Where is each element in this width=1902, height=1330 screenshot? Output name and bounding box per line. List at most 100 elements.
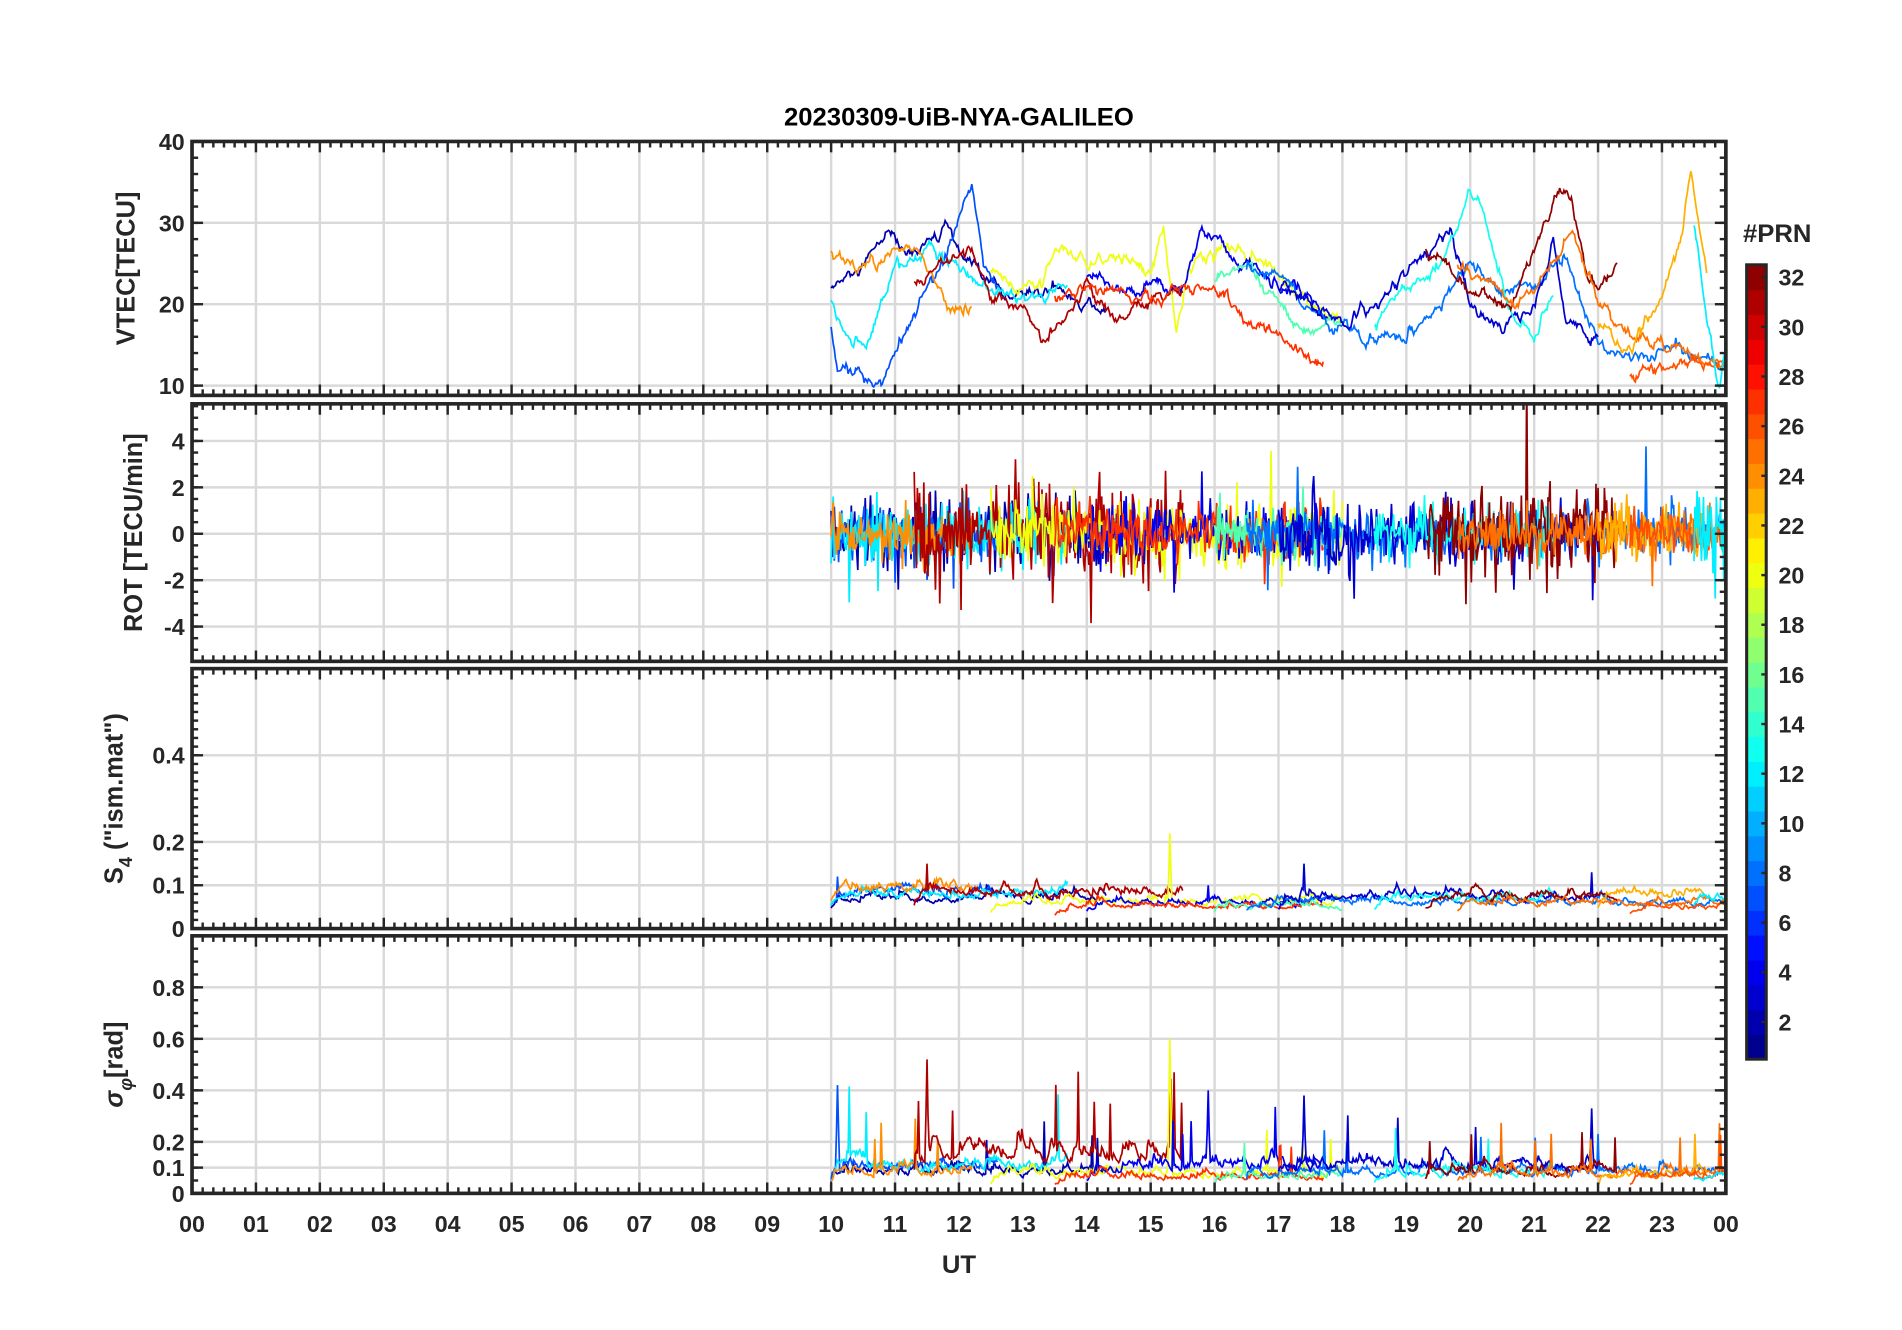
- colorbar-cell: [1746, 562, 1767, 589]
- y-tick-label: 40: [159, 129, 185, 155]
- x-tick-label: 02: [307, 1211, 333, 1237]
- colorbar-label: #PRN: [1743, 220, 1811, 248]
- colorbar-cell: [1746, 1009, 1767, 1035]
- colorbar-cell: [1746, 339, 1767, 365]
- colorbar-cell: [1746, 587, 1767, 613]
- series-prn-24-sigma: [830, 1118, 973, 1182]
- colorbar-tick-label: 2: [1778, 1010, 1791, 1036]
- colorbar-tick-label: 20: [1778, 563, 1804, 589]
- series-prn-24-vtec: [830, 244, 972, 318]
- x-tick-label: 08: [690, 1211, 716, 1237]
- y-tick-label: 0.2: [152, 830, 184, 856]
- colorbar-tick-label: 10: [1778, 811, 1804, 837]
- chart-title: 20230309-UiB-NYA-GALILEO: [784, 104, 1134, 132]
- colorbar-box: [1745, 263, 1768, 1061]
- y-axis-label-vtec: VTEC[TECU]: [112, 192, 140, 346]
- panel-s4: 0 0.1 0.2 0.4 S4 ("ism.mat"): [100, 666, 1728, 942]
- series-prn-4-s4: [1086, 885, 1331, 912]
- series-prn-27-sigma: [1054, 1144, 1324, 1185]
- y-label-subscript: 4: [115, 856, 136, 867]
- series-prn-15-rot: [1213, 486, 1344, 567]
- x-tick-label: 19: [1393, 1211, 1419, 1237]
- x-tick-label: 17: [1266, 1211, 1292, 1237]
- colorbar-tick-label: 30: [1778, 314, 1804, 340]
- x-tick-label: 05: [499, 1211, 525, 1237]
- x-tick-label: 00: [179, 1211, 205, 1237]
- series-prn-31-sigma: [913, 1059, 1184, 1170]
- colorbar-tick-label: 12: [1778, 761, 1804, 787]
- colorbar-tick-label: 26: [1778, 414, 1804, 440]
- colorbar-cell: [1746, 984, 1767, 1011]
- series-prn-25-vtec: [1456, 229, 1726, 369]
- series-prn-12-vtec: [830, 238, 1068, 351]
- series-prn-12-sigma: [1693, 1171, 1726, 1182]
- colorbar-cell: [1746, 711, 1767, 738]
- colorbar-cell: [1746, 959, 1767, 986]
- y-tick-label: 0.1: [152, 1155, 184, 1181]
- x-tick-label: 15: [1138, 1211, 1164, 1237]
- colorbar-cell: [1746, 513, 1767, 539]
- colorbar-cell: [1746, 637, 1767, 663]
- x-tick-label: 09: [754, 1211, 780, 1237]
- y-tick-label: 0: [172, 1181, 185, 1207]
- series-prn-26-s4: [1629, 900, 1726, 915]
- y-tick-label: 0.4: [152, 1078, 184, 1104]
- x-tick-label: 20: [1457, 1211, 1483, 1237]
- x-tick-label: 07: [626, 1211, 652, 1237]
- y-axis-label-sigma: σφ[rad]: [100, 1022, 136, 1108]
- x-tick-label: 21: [1521, 1211, 1547, 1237]
- series-prn-31-rot: [913, 459, 1184, 624]
- series-prn-31-vtec: [913, 245, 1184, 344]
- colorbar-cell: [1746, 910, 1767, 936]
- series-prn-23-vtec: [1597, 171, 1708, 356]
- series-prn-4-sigma: [1086, 1090, 1331, 1182]
- colorbar-cell: [1746, 686, 1767, 713]
- colorbar-cell: [1746, 835, 1767, 862]
- series-prn-32-rot: [1424, 403, 1619, 605]
- x-tick-label: 00: [1713, 1211, 1739, 1237]
- series-prn-20-s4: [990, 833, 1343, 913]
- colorbar-tick-label: 32: [1778, 265, 1804, 291]
- colorbar-cell: [1746, 1034, 1767, 1060]
- colorbar-cell: [1746, 488, 1767, 514]
- x-tick-label: 16: [1202, 1211, 1228, 1237]
- panel-vtec: 10 20 30 40 VTEC[TECU]: [112, 129, 1728, 399]
- x-tick-label: 13: [1010, 1211, 1036, 1237]
- x-tick-label: 18: [1329, 1211, 1355, 1237]
- colorbar-cell: [1746, 264, 1767, 291]
- series-prn-3-s4: [1277, 863, 1599, 910]
- colorbar-tick-label: 18: [1778, 612, 1804, 638]
- y-tick-label: 0.6: [152, 1026, 184, 1052]
- colorbar-tick-label: 4: [1778, 960, 1791, 986]
- y-label-main: σ: [100, 1090, 128, 1108]
- colorbar-cell: [1746, 612, 1767, 638]
- colorbar-cell: [1746, 761, 1767, 787]
- colorbar-cell: [1746, 289, 1767, 316]
- colorbar-cell: [1746, 388, 1767, 415]
- series-prn-25-rot: [1456, 500, 1726, 587]
- y-tick-label: 0.1: [152, 873, 184, 899]
- y-label-subscript: φ: [115, 1078, 136, 1091]
- y-label-rest: ("ism.mat"): [100, 713, 128, 857]
- colorbar-tick-label: 6: [1778, 910, 1791, 936]
- colorbar-cell: [1746, 810, 1767, 837]
- colorbar-cell: [1746, 860, 1767, 886]
- panel-sigma: 00.10.2 0.4 0.6 0.8 σφ[rad]: [100, 934, 1728, 1207]
- y-tick-label: -4: [164, 614, 185, 640]
- x-tick-label: 14: [1074, 1211, 1100, 1237]
- y-tick-label: -2: [164, 568, 185, 594]
- y-tick-label: 10: [159, 373, 185, 399]
- series-prn-3-vtec: [1277, 226, 1599, 347]
- y-label-main: S: [100, 867, 128, 884]
- x-tick-label: 22: [1585, 1211, 1611, 1237]
- y-tick-label: 4: [172, 429, 185, 455]
- colorbar-cell: [1746, 736, 1767, 762]
- y-tick-label: 2: [172, 475, 185, 501]
- colorbar-cell: [1746, 314, 1767, 340]
- series-prn-27-vtec: [1054, 282, 1325, 368]
- series-prn-7-vtec: [830, 183, 999, 389]
- colorbar-cell: [1746, 786, 1767, 812]
- series-prn-13-vtec: [1373, 188, 1554, 343]
